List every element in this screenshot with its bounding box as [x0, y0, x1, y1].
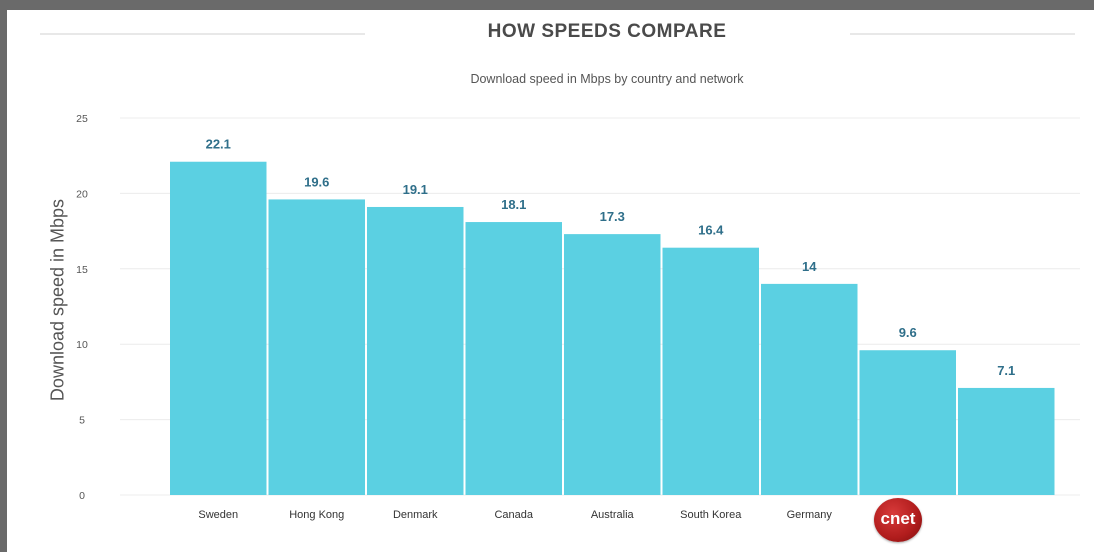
cnet-logo: cnet	[871, 498, 929, 544]
x-tick-label: Germany	[787, 509, 833, 521]
x-tick-label: South Korea	[680, 509, 742, 521]
x-tick-label: Hong Kong	[289, 509, 344, 521]
bar	[761, 283, 858, 495]
bar-value-label: 17.3	[600, 209, 625, 224]
title-rule-right	[850, 33, 1075, 35]
x-tick-label: Canada	[494, 509, 533, 521]
title-rule-left	[40, 33, 365, 35]
bar-value-label: 7.1	[997, 363, 1015, 378]
y-tick-label: 20	[76, 188, 88, 200]
x-tick-label: Australia	[591, 509, 635, 521]
bar	[662, 247, 759, 495]
chart-title: HOW SPEEDS COMPARE	[487, 21, 727, 42]
y-tick-label: 25	[76, 113, 88, 125]
bar-value-label: 19.1	[403, 182, 428, 197]
y-tick-label: 0	[79, 490, 85, 502]
cnet-logo-disc	[874, 498, 922, 542]
bar	[859, 350, 956, 495]
y-tick-label: 10	[76, 339, 88, 351]
x-tick-label: Denmark	[393, 509, 438, 521]
bar-value-label: 18.1	[501, 197, 526, 212]
bar	[268, 199, 365, 495]
bar	[367, 206, 464, 496]
bar-value-label: 9.6	[899, 325, 917, 340]
cnet-logo-text: cnet	[880, 509, 916, 528]
y-tick-label: 5	[79, 415, 85, 427]
y-tick-label: 15	[76, 264, 88, 276]
bar-value-label: 22.1	[206, 137, 231, 152]
chart-subtitle: Download speed in Mbps by country and ne…	[470, 72, 744, 86]
bar	[564, 234, 661, 495]
bar	[958, 387, 1055, 495]
bar-value-label: 19.6	[304, 174, 329, 189]
bar-value-label: 16.4	[698, 223, 724, 238]
bar	[465, 222, 562, 495]
bar	[170, 161, 267, 495]
bar-value-label: 14	[802, 259, 817, 274]
x-tick-label: Sweden	[198, 509, 238, 521]
